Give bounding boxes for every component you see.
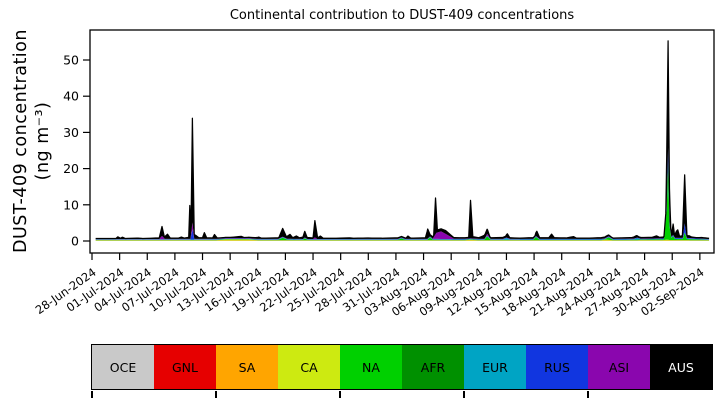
y-tick-label: 0 (71, 234, 79, 249)
area-NA (95, 161, 710, 241)
legend-label: EUR (482, 359, 508, 375)
total-concentration-line (95, 40, 710, 240)
legend-item-EUR: EUR (464, 345, 526, 389)
area-ASI (95, 147, 710, 240)
legend-label: GNL (171, 359, 198, 375)
area-RUS (95, 147, 710, 240)
y-tick-label: 20 (63, 161, 79, 176)
legend-label: CA (300, 359, 318, 375)
legend-axis-tick (463, 391, 465, 398)
y-tick-label: 50 (63, 53, 79, 68)
legend-axis-tick (215, 391, 217, 398)
legend-item-GNL: GNL (154, 345, 216, 389)
area-AUS (95, 40, 710, 240)
legend-item-OCE: OCE (92, 345, 154, 389)
area-EUR (95, 161, 710, 240)
legend-label: SA (238, 359, 256, 375)
plot-border (89, 29, 715, 254)
legend-label: ASI (608, 359, 630, 375)
y-tick-label: 30 (63, 125, 79, 140)
legend-item-RUS: RUS (526, 345, 588, 389)
legend-item-AUS: AUS (650, 345, 712, 389)
y-tick-label: 40 (63, 89, 79, 104)
continent-legend: OCE GNL SA CA NA AFR EUR RUS ASI AUS (91, 344, 713, 390)
legend-label: AUS (668, 359, 694, 375)
legend-label: OCE (109, 359, 137, 375)
legend-axis-tick (91, 391, 93, 398)
legend-item-CA: CA (278, 345, 340, 389)
legend-item-AFR: AFR (402, 345, 464, 389)
y-tick-label: 10 (63, 197, 79, 212)
chart-title: Continental contribution to DUST-409 con… (229, 8, 575, 23)
legend-axis-tick (587, 391, 589, 398)
legend-label: NA (362, 359, 380, 375)
legend-label: RUS (544, 359, 570, 375)
timeseries-plot: 0102030405028-Jun-202401-Jul-202404-Jul-… (33, 29, 715, 319)
legend-item-NA: NA (340, 345, 402, 389)
legend-label: AFR (420, 359, 446, 375)
legend-item-SA: SA (216, 345, 278, 389)
area-CA (95, 239, 710, 241)
area-AFR (95, 161, 710, 240)
legend-axis-tick (339, 391, 341, 398)
legend-item-ASI: ASI (588, 345, 650, 389)
